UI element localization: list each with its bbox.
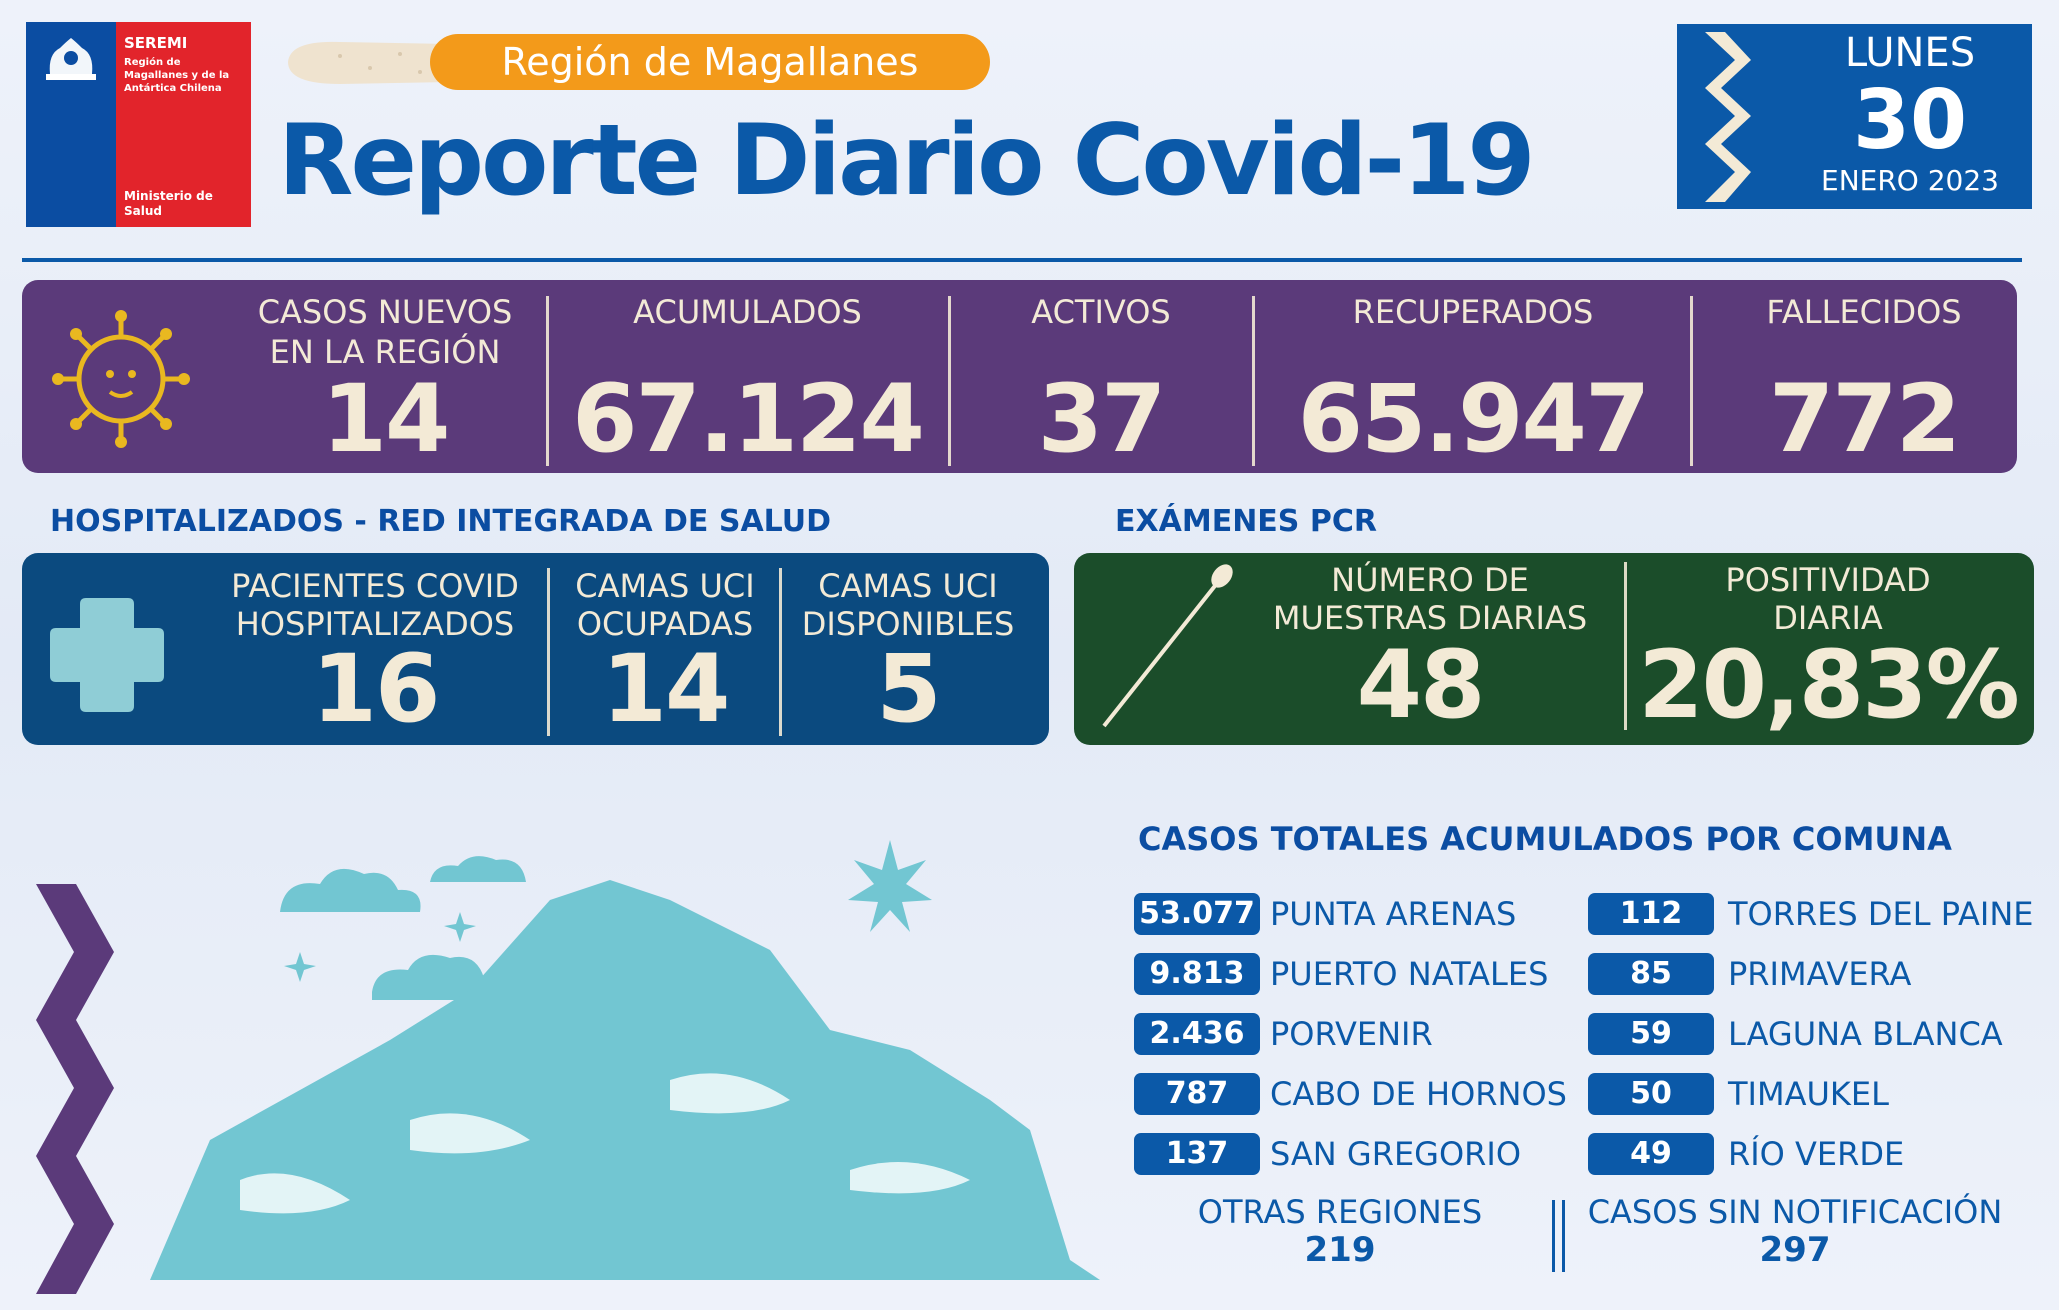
comuna-value: 137 <box>1134 1133 1260 1175</box>
comuna-value: 49 <box>1588 1133 1714 1175</box>
uci-available-value: 5 <box>876 635 941 744</box>
comuna-name: PORVENIR <box>1270 1015 1433 1053</box>
hospital-panel <box>22 553 1049 745</box>
swab-icon <box>1102 564 1233 728</box>
virus-icon <box>52 310 190 448</box>
uci-occupied-value: 14 <box>601 635 731 744</box>
comuna-value: 112 <box>1588 893 1714 935</box>
other-regions-label: OTRAS REGIONES <box>1197 1193 1483 1231</box>
comuna-name: SAN GREGORIO <box>1270 1135 1521 1173</box>
stats-separator <box>948 296 951 466</box>
medical-cross-icon <box>50 598 164 712</box>
deceased-label: FALLECIDOS <box>1766 293 1962 331</box>
pcr-section-title: EXÁMENES PCR <box>1115 504 1377 539</box>
new-cases-value: 14 <box>321 365 451 474</box>
comuna-value: 2.436 <box>1134 1013 1260 1055</box>
uci-available-label-2: DISPONIBLES <box>801 605 1015 643</box>
date-weekday: LUNES <box>1844 30 1976 76</box>
uci-occupied-label-1: CAMAS UCI <box>575 567 755 605</box>
positivity-value: 20,83% <box>1638 631 2020 740</box>
zigzag-left-decoration <box>36 884 114 1294</box>
recovered-value: 65.947 <box>1297 365 1651 474</box>
comuna-name: TORRES DEL PAINE <box>1728 895 2034 933</box>
pcr-panel <box>1074 553 2034 745</box>
no-notification-label: CASOS SIN NOTIFICACIÓN <box>1587 1193 2003 1231</box>
comuna-value: 787 <box>1134 1073 1260 1115</box>
mountains-illustration <box>150 840 1100 1280</box>
samples-label-1: NÚMERO DE <box>1331 561 1529 599</box>
header-divider <box>22 258 2022 262</box>
comuna-name: CABO DE HORNOS <box>1270 1075 1567 1113</box>
hospital-separator <box>547 568 550 736</box>
page-title: Reporte Diario Covid-19 <box>278 104 1536 218</box>
samples-value: 48 <box>1356 631 1486 740</box>
stats-separator <box>1690 296 1693 466</box>
footer-separator <box>1552 1200 1555 1272</box>
coat-of-arms-icon <box>46 38 96 80</box>
uci-occupied-label-2: OCUPADAS <box>576 605 754 643</box>
new-cases-label-2: EN LA REGIÓN <box>269 333 501 371</box>
other-regions-value: 219 <box>1304 1230 1376 1270</box>
active-value: 37 <box>1037 365 1167 474</box>
positivity-label-2: DIARIA <box>1773 599 1883 637</box>
comuna-value: 85 <box>1588 953 1714 995</box>
comuna-value: 9.813 <box>1134 953 1260 995</box>
stats-separator <box>1252 296 1255 466</box>
logo-region-text: Región de Magallanes y de la Antártica C… <box>124 57 230 94</box>
logo-seremi-text: SEREMI <box>124 34 188 52</box>
logo-ministry-text: Ministerio de Salud <box>124 189 213 218</box>
comuna-name: TIMAUKEL <box>1728 1075 1889 1113</box>
footer-separator <box>1562 1200 1565 1272</box>
zigzag-decoration-icon <box>1705 32 1751 202</box>
positivity-label-1: POSITIVIDAD <box>1725 561 1931 599</box>
date-box <box>1677 24 2032 209</box>
comunas-section-title: CASOS TOTALES ACUMULADOS POR COMUNA <box>1138 820 1952 858</box>
comuna-value: 50 <box>1588 1073 1714 1115</box>
comuna-value: 53.077 <box>1134 893 1260 935</box>
comuna-name: PUNTA ARENAS <box>1270 895 1517 933</box>
accumulated-value: 67.124 <box>572 365 925 474</box>
active-label: ACTIVOS <box>1031 293 1171 331</box>
comuna-name: RÍO VERDE <box>1728 1135 1905 1173</box>
comuna-value: 59 <box>1588 1013 1714 1055</box>
accumulated-label: ACUMULADOS <box>633 293 862 331</box>
new-cases-label-1: CASOS NUEVOS <box>257 293 513 331</box>
pcr-separator <box>1624 562 1627 730</box>
recovered-label: RECUPERADOS <box>1352 293 1594 331</box>
hospital-section-title: HOSPITALIZADOS - RED INTEGRADA DE SALUD <box>50 504 831 539</box>
comuna-name: PRIMAVERA <box>1728 955 1912 993</box>
no-notification-value: 297 <box>1759 1230 1831 1270</box>
hospitalized-label-2: HOSPITALIZADOS <box>235 605 515 643</box>
hospitalized-value: 16 <box>311 635 441 744</box>
seremi-logo: SEREMI Región de Magallanes y de la Antá… <box>26 22 251 227</box>
stats-panel <box>22 280 2017 473</box>
hospital-separator <box>779 568 782 736</box>
uci-available-label-1: CAMAS UCI <box>818 567 998 605</box>
comuna-name: LAGUNA BLANCA <box>1728 1015 2003 1053</box>
samples-label-2: MUESTRAS DIARIAS <box>1272 599 1588 637</box>
date-day-number: 30 <box>1852 73 1968 168</box>
date-month-year: ENERO 2023 <box>1821 164 1999 197</box>
region-label: Región de Magallanes <box>430 34 990 90</box>
hospitalized-label-1: PACIENTES COVID <box>231 567 519 605</box>
deceased-value: 772 <box>1768 365 1961 474</box>
stats-separator <box>546 296 549 466</box>
comuna-name: PUERTO NATALES <box>1270 955 1549 993</box>
